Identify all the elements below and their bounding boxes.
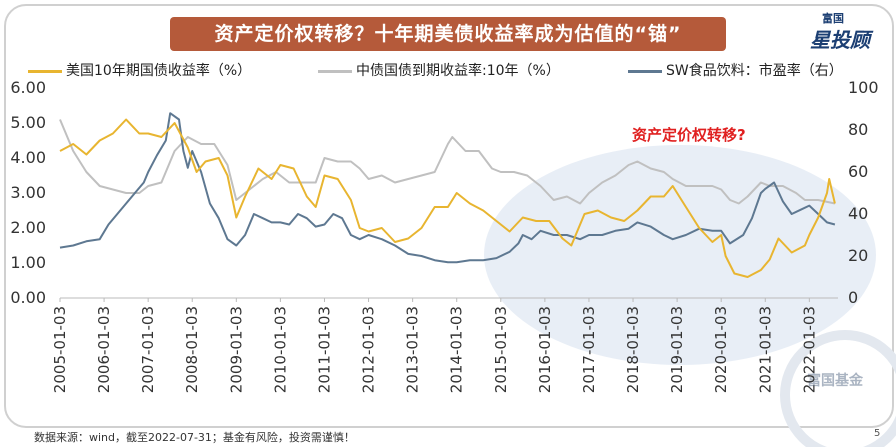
y-right-tick-label: 0 — [848, 288, 858, 307]
x-tick-label: 2018-01-03 — [624, 306, 642, 393]
brand-logo: 富国 星投顾 — [792, 8, 882, 52]
y-left-tick-label: 0.00 — [10, 288, 46, 307]
y-left-tick-label: 6.00 — [10, 78, 46, 97]
x-tick-label: 2022-01-03 — [800, 306, 818, 393]
x-tick-label: 2021-01-03 — [756, 306, 774, 393]
y-left-tick-label: 3.00 — [10, 183, 46, 202]
legend-label-us10y: 美国10年期国债收益率（%） — [66, 63, 252, 79]
x-tick-label: 2020-01-03 — [712, 306, 730, 393]
y-right-tick-label: 20 — [848, 246, 868, 265]
series-line-sw-pe — [59, 112, 836, 264]
x-tick-label: 2007-01-03 — [139, 306, 157, 393]
footer-note: 数据来源：wind，截至2022-07-31；基金有风险，投资需谨慎！ — [34, 431, 355, 444]
annotation-text: 资产定价权转移? — [632, 126, 746, 144]
y-right-tick-label: 40 — [848, 204, 868, 223]
brand-line2: 星投顾 — [810, 28, 870, 52]
y-right-tick-label: 100 — [848, 78, 879, 97]
x-tick-label: 2005-01-03 — [51, 306, 69, 393]
y-right-tick-label: 60 — [848, 162, 868, 181]
chart-legend: 美国10年期国债收益率（%） 中债国债到期收益率:10年（%） SW食品饮料：市… — [0, 60, 896, 82]
y-left-tick-label: 5.00 — [10, 113, 46, 132]
x-tick-label: 2016-01-03 — [536, 306, 554, 393]
legend-swatch-us10y — [28, 69, 62, 73]
legend-item-sw-pe: SW食品饮料：市盈率（右） — [628, 60, 843, 80]
x-tick-label: 2008-01-03 — [183, 306, 201, 393]
chart-title: 资产定价权转移？十年期美债收益率成为估值的“锚” — [170, 17, 726, 51]
legend-swatch-sw-pe — [628, 69, 662, 73]
x-tick-label: 2017-01-03 — [580, 306, 598, 393]
series-line-cn10y — [59, 119, 836, 205]
x-tick-label: 2019-01-03 — [668, 306, 686, 393]
x-tick-label: 2013-01-03 — [404, 306, 422, 393]
legend-label-sw-pe: SW食品饮料：市盈率（右） — [666, 63, 843, 79]
x-tick-label: 2015-01-03 — [492, 306, 510, 393]
y-right-tick-label: 80 — [848, 120, 868, 139]
y-left-tick-label: 4.00 — [10, 148, 46, 167]
y-left-tick-label: 1.00 — [10, 253, 46, 272]
x-tick-label: 2011-01-03 — [315, 306, 333, 393]
x-tick-label: 2014-01-03 — [448, 306, 466, 393]
legend-label-cn10y: 中债国债到期收益率:10年（%） — [356, 63, 560, 79]
y-left-tick-label: 2.00 — [10, 218, 46, 237]
series-line-us10y — [59, 118, 836, 278]
watermark-text: 富国基金 — [807, 372, 864, 389]
x-tick-label: 2010-01-03 — [271, 306, 289, 393]
legend-item-us10y: 美国10年期国债收益率（%） — [28, 60, 251, 80]
watermark-ring — [780, 330, 896, 447]
x-tick-label: 2009-01-03 — [227, 306, 245, 393]
page-number: 5 — [874, 428, 881, 439]
brand-line1: 富国 — [822, 12, 844, 25]
legend-swatch-cn10y — [318, 69, 352, 73]
legend-item-cn10y: 中债国债到期收益率:10年（%） — [318, 60, 560, 80]
x-tick-label: 2012-01-03 — [360, 306, 378, 393]
x-tick-label: 2006-01-03 — [95, 306, 113, 393]
